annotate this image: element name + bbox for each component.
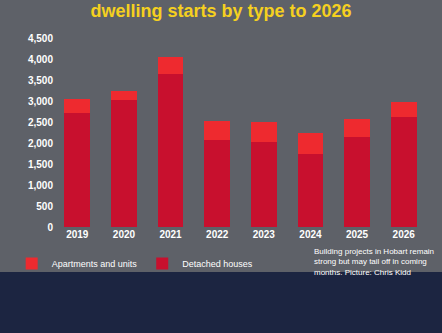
svg-text:Apartments and units: Apartments and units [52, 259, 138, 269]
svg-text:dwelling starts by type to 202: dwelling starts by type to 2026 [90, 1, 351, 21]
svg-text:2023: 2023 [253, 229, 276, 240]
svg-text:3,500: 3,500 [28, 75, 53, 86]
svg-text:2019: 2019 [66, 229, 89, 240]
svg-text:2021: 2021 [159, 229, 182, 240]
svg-text:0: 0 [47, 222, 53, 233]
svg-text:2022: 2022 [206, 229, 229, 240]
svg-text:4,500: 4,500 [28, 33, 53, 44]
svg-text:2020: 2020 [113, 229, 136, 240]
svg-text:2,000: 2,000 [28, 138, 53, 149]
svg-text:Detached houses: Detached houses [182, 259, 253, 269]
svg-text:4,000: 4,000 [28, 54, 53, 65]
svg-text:1,000: 1,000 [28, 180, 53, 191]
svg-text:2025: 2025 [346, 229, 369, 240]
svg-text:1,500: 1,500 [28, 159, 53, 170]
svg-text:2,500: 2,500 [28, 117, 53, 128]
svg-text:Building projects in Hobart re: Building projects in Hobart remainstrong… [314, 247, 434, 277]
svg-text:2026: 2026 [393, 229, 416, 240]
svg-text:500: 500 [36, 201, 53, 212]
svg-text:3,000: 3,000 [28, 96, 53, 107]
svg-text:2024: 2024 [299, 229, 322, 240]
